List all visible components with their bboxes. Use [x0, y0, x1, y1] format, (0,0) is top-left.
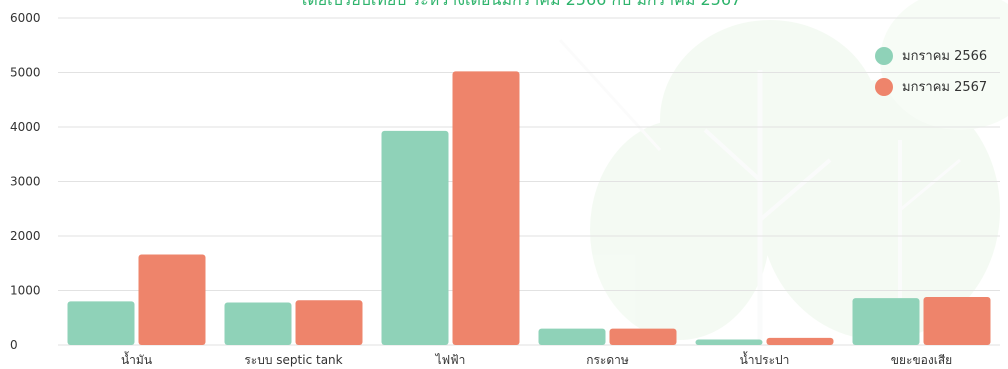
x-category-label: กระดาษ [586, 353, 629, 367]
y-tick-label: 3000 [10, 175, 41, 189]
bar-2566-1 [224, 302, 292, 345]
bar-2567-5 [923, 297, 991, 345]
bar-2567-2 [452, 71, 520, 345]
bar-2566-0 [67, 301, 135, 345]
bar-2567-3 [609, 328, 677, 345]
bar-2566-5 [852, 298, 920, 345]
y-tick-label: 4000 [10, 120, 41, 134]
bar-2566-2 [381, 130, 449, 345]
chart-title: โดยเปรียบเทียบ ระหว่างเดือนมกราคม 2566 ก… [299, 0, 741, 9]
gridlines [58, 17, 1000, 346]
legend-label-2567: มกราคม 2567 [902, 80, 987, 95]
bar-2567-1 [295, 300, 363, 345]
bar-2567-4 [766, 337, 834, 345]
legend-swatch-2566 [875, 47, 893, 65]
x-category-label: ไฟฟ้า [435, 353, 466, 367]
y-axis-ticks: 0 1000 2000 3000 4000 5000 6000 [10, 11, 41, 352]
bars [67, 71, 991, 345]
legend-swatch-2567 [875, 78, 893, 96]
x-category-label: ระบบ septic tank [244, 353, 342, 367]
x-axis-labels: น้ำมัน ระบบ septic tank ไฟฟ้า กระดาษ น้ำประป… [121, 351, 952, 367]
bar-2566-3 [538, 328, 606, 345]
x-category-label: น้ำประปา [740, 351, 790, 367]
legend-label-2566: มกราคม 2566 [902, 49, 987, 64]
y-tick-label: 1000 [10, 284, 41, 298]
x-category-label: น้ำมัน [121, 351, 152, 367]
y-tick-label: 5000 [10, 66, 41, 80]
y-tick-label: 0 [10, 338, 18, 352]
y-tick-label: 6000 [10, 11, 41, 25]
x-category-label: ขยะของเสีย [891, 353, 952, 367]
bar-2566-4 [695, 339, 763, 345]
y-tick-label: 2000 [10, 229, 41, 243]
background-tree-illustration [558, 0, 1008, 340]
bar-2567-0 [138, 254, 206, 345]
legend: มกราคม 2566 มกราคม 2567 [875, 47, 987, 96]
